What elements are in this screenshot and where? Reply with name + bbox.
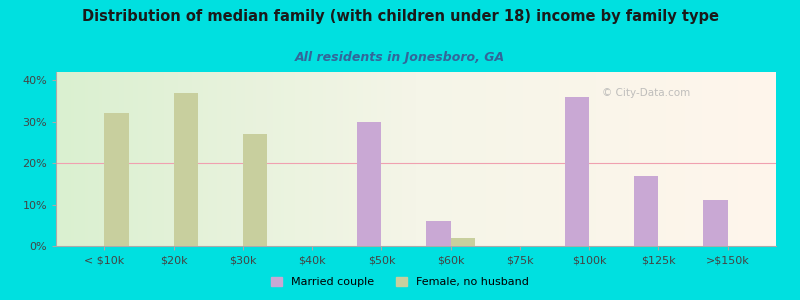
Bar [565, 97, 589, 246]
Bar [243, 134, 267, 246]
Bar [357, 122, 382, 246]
Bar [105, 113, 129, 246]
Text: Distribution of median family (with children under 18) income by family type: Distribution of median family (with chil… [82, 9, 718, 24]
Text: All residents in Jonesboro, GA: All residents in Jonesboro, GA [295, 51, 505, 64]
Legend: Married couple, Female, no husband: Married couple, Female, no husband [266, 272, 534, 291]
Bar [450, 238, 475, 246]
Bar [703, 200, 727, 246]
Bar [426, 221, 450, 246]
Bar [634, 176, 658, 246]
Text: © City-Data.com: © City-Data.com [602, 88, 690, 98]
Bar [174, 93, 198, 246]
